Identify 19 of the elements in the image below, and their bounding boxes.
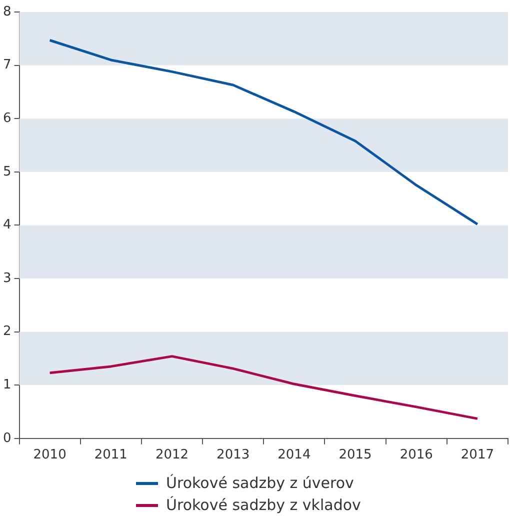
- x-tick-label: 2010: [33, 448, 66, 463]
- legend-label: Úrokové sadzby z úverov: [166, 473, 354, 494]
- y-tick-label: 5: [2, 164, 12, 180]
- y-tick-label: 7: [2, 58, 12, 73]
- x-tick-label: 2016: [400, 448, 433, 463]
- x-tick-label: 2017: [460, 448, 494, 463]
- y-tick-label: 6: [2, 110, 12, 126]
- y-tick-label: 0: [2, 430, 12, 446]
- x-tick-label: 2011: [94, 448, 128, 463]
- y-tick-label: 4: [2, 218, 12, 233]
- x-tick-label: 2013: [216, 448, 250, 463]
- y-tick-label: 1: [2, 377, 12, 392]
- legend-label: Úrokové sadzby z vkladov: [166, 495, 361, 516]
- x-tick-label: 2014: [278, 448, 311, 463]
- y-tick-label: 2: [2, 324, 12, 340]
- y-tick-label: 8: [2, 4, 12, 20]
- y-tick-label: 3: [2, 270, 12, 286]
- x-tick-label: 2012: [155, 448, 189, 463]
- x-tick-label: 2015: [338, 448, 372, 463]
